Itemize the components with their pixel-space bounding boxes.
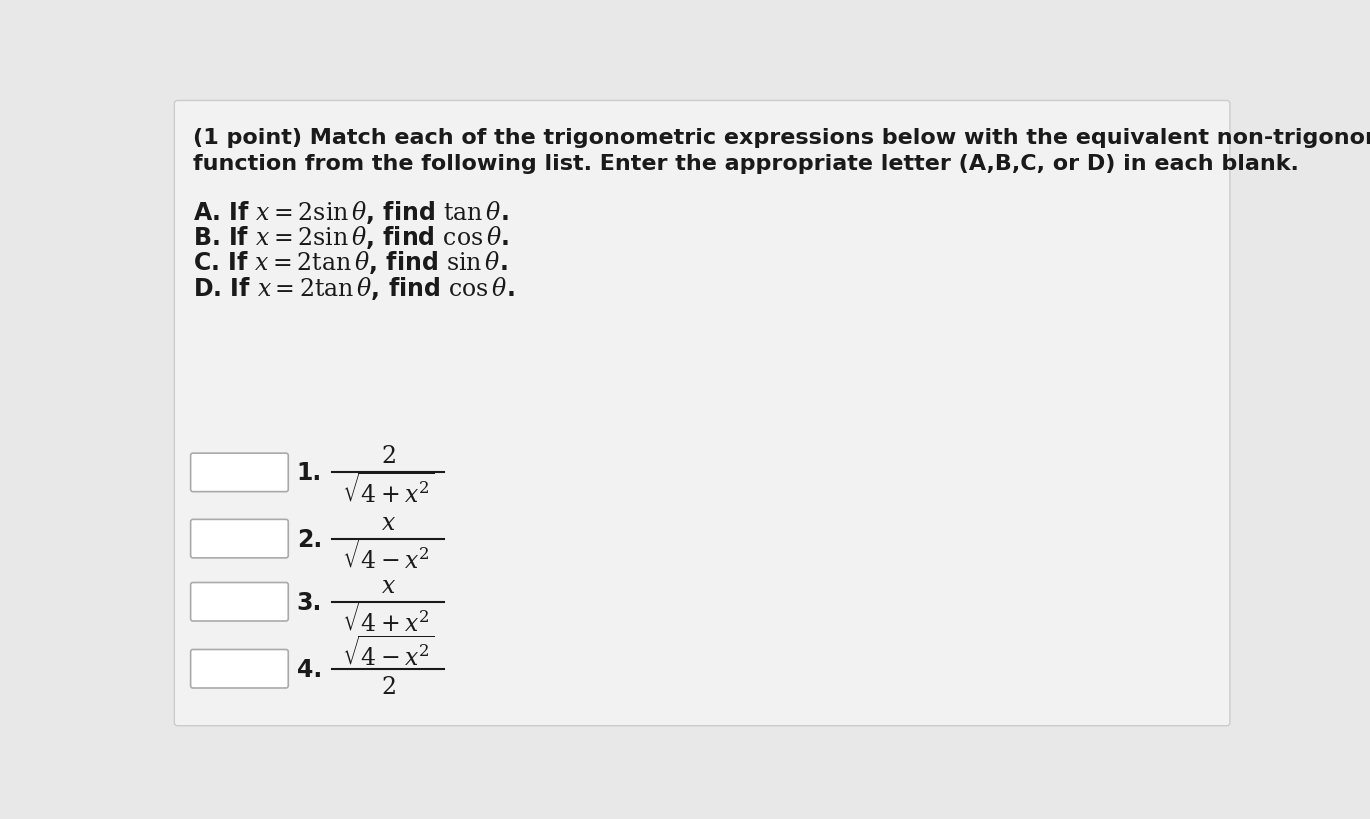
Text: 4.: 4. [297, 657, 322, 681]
Text: C. If $x = 2\tan\theta$, find $\sin\theta$.: C. If $x = 2\tan\theta$, find $\sin\thet… [193, 249, 507, 276]
Text: $\sqrt{4+x^2}$: $\sqrt{4+x^2}$ [341, 473, 434, 507]
Text: $\sqrt{4-x^2}$: $\sqrt{4-x^2}$ [341, 635, 434, 669]
Text: 2.: 2. [297, 527, 322, 551]
Text: $x$: $x$ [381, 510, 396, 534]
Text: $x$: $x$ [381, 573, 396, 597]
Text: 3.: 3. [297, 590, 322, 614]
FancyBboxPatch shape [190, 649, 288, 688]
FancyBboxPatch shape [190, 583, 288, 622]
Text: $2$: $2$ [381, 674, 396, 698]
FancyBboxPatch shape [190, 520, 288, 559]
Text: 1.: 1. [297, 461, 322, 485]
Text: D. If $x = 2\tan\theta$, find $\cos\theta$.: D. If $x = 2\tan\theta$, find $\cos\thet… [193, 274, 515, 301]
Text: $2$: $2$ [381, 444, 396, 468]
Text: $\sqrt{4-x^2}$: $\sqrt{4-x^2}$ [341, 539, 434, 572]
FancyBboxPatch shape [190, 454, 288, 492]
Text: $\sqrt{4+x^2}$: $\sqrt{4+x^2}$ [341, 602, 434, 636]
FancyBboxPatch shape [174, 102, 1230, 726]
Text: A. If $x = 2\sin\theta$, find $\tan\theta$.: A. If $x = 2\sin\theta$, find $\tan\thet… [193, 198, 508, 225]
Text: B. If $x = 2\sin\theta$, find $\cos\theta$.: B. If $x = 2\sin\theta$, find $\cos\thet… [193, 224, 510, 251]
Text: function from the following list. Enter the appropriate letter (A,B,C, or D) in : function from the following list. Enter … [193, 154, 1299, 174]
Text: (1 point) Match each of the trigonometric expressions below with the equivalent : (1 point) Match each of the trigonometri… [193, 128, 1370, 147]
